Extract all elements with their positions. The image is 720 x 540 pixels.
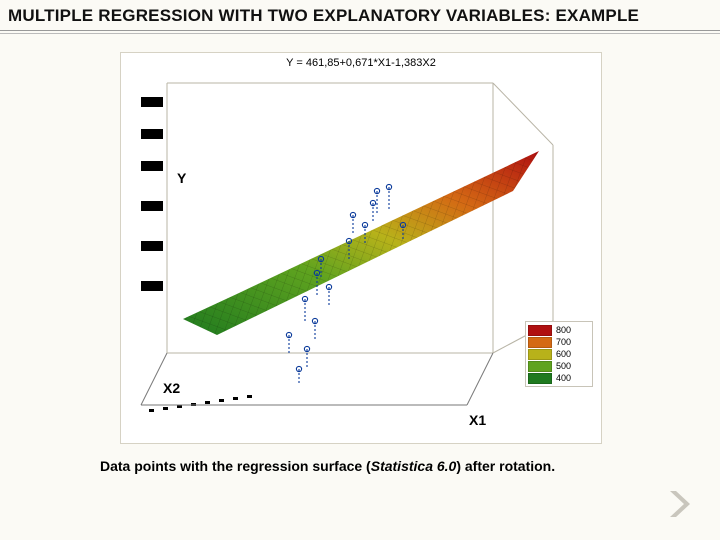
caption-text: Data points with the regression surface … [100,458,371,474]
slide: MULTIPLE REGRESSION WITH TWO EXPLANATORY… [0,0,720,540]
caption: Data points with the regression surface … [100,458,660,474]
legend-swatch [528,325,552,336]
legend-swatch [528,337,552,348]
legend-label: 800 [556,325,571,335]
legend-label: 500 [556,361,571,371]
legend-entry: 600 [528,348,590,360]
plot-area: Y = 461,85+0,671*X1-1,383X2 Y X2 X1 [120,52,602,444]
legend-entry: 500 [528,360,590,372]
legend-label: 700 [556,337,571,347]
legend-entry: 800 [528,324,590,336]
legend-label: 400 [556,373,571,383]
chevron-icon [664,487,698,526]
legend-entry: 700 [528,336,590,348]
caption-italic: Statistica 6.0 [371,458,457,474]
legend-entry: 400 [528,372,590,384]
title-underline [0,30,720,36]
color-legend: 800 700 600 500 400 [525,321,593,387]
legend-label: 600 [556,349,571,359]
regression-surface [183,151,539,335]
caption-text: ) after rotation. [456,458,555,474]
legend-swatch [528,361,552,372]
slide-title: MULTIPLE REGRESSION WITH TWO EXPLANATORY… [8,6,712,26]
legend-swatch [528,373,552,384]
legend-swatch [528,349,552,360]
